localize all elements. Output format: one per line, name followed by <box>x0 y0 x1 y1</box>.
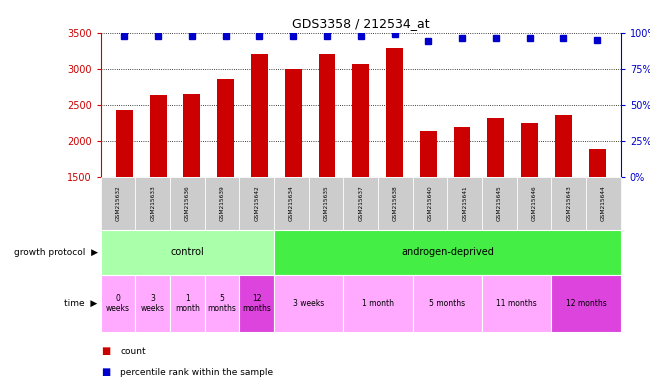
Bar <box>318 53 335 285</box>
Text: 12
months: 12 months <box>242 294 271 313</box>
Text: 12 months: 12 months <box>566 299 606 308</box>
Text: GSM215635: GSM215635 <box>324 185 329 222</box>
Text: growth protocol  ▶: growth protocol ▶ <box>14 248 98 257</box>
Text: GSM215634: GSM215634 <box>289 185 294 222</box>
Text: GSM215638: GSM215638 <box>393 185 398 222</box>
Bar <box>285 69 302 285</box>
Bar <box>420 131 437 285</box>
Text: GSM215640: GSM215640 <box>428 185 433 222</box>
Text: GSM215639: GSM215639 <box>220 185 225 222</box>
Text: androgen-deprived: androgen-deprived <box>401 247 494 258</box>
Text: 3
weeks: 3 weeks <box>141 294 164 313</box>
Text: 5 months: 5 months <box>430 299 465 308</box>
Text: GSM215632: GSM215632 <box>116 185 121 222</box>
Bar <box>555 116 572 285</box>
Text: ■: ■ <box>101 346 110 356</box>
Text: 11 months: 11 months <box>497 299 537 308</box>
Text: GSM215636: GSM215636 <box>185 186 190 221</box>
Text: 0
weeks: 0 weeks <box>106 294 130 313</box>
Text: GSM215643: GSM215643 <box>566 185 571 222</box>
Text: count: count <box>120 347 146 356</box>
Text: 1 month: 1 month <box>362 299 394 308</box>
Text: 3 weeks: 3 weeks <box>293 299 324 308</box>
Text: GSM215641: GSM215641 <box>462 186 467 221</box>
Text: control: control <box>170 247 204 258</box>
Text: GSM215637: GSM215637 <box>358 185 363 222</box>
Bar <box>352 64 369 285</box>
Text: GSM215645: GSM215645 <box>497 185 502 222</box>
Bar <box>488 118 504 285</box>
Text: GSM215633: GSM215633 <box>150 185 155 222</box>
Text: time  ▶: time ▶ <box>64 299 98 308</box>
Title: GDS3358 / 212534_at: GDS3358 / 212534_at <box>292 17 430 30</box>
Bar <box>589 149 606 285</box>
Bar <box>183 94 200 285</box>
Bar <box>251 53 268 285</box>
Text: GSM215642: GSM215642 <box>254 185 259 222</box>
Bar <box>217 79 234 285</box>
Text: ■: ■ <box>101 367 110 377</box>
Text: percentile rank within the sample: percentile rank within the sample <box>120 368 274 377</box>
Text: 5
months: 5 months <box>207 294 237 313</box>
Bar <box>150 95 166 285</box>
Bar <box>454 127 471 285</box>
Bar <box>521 123 538 285</box>
Bar <box>386 48 403 285</box>
Text: GSM215646: GSM215646 <box>532 186 537 221</box>
Text: GSM215644: GSM215644 <box>601 185 606 222</box>
Bar <box>116 111 133 285</box>
Text: 1
month: 1 month <box>175 294 200 313</box>
